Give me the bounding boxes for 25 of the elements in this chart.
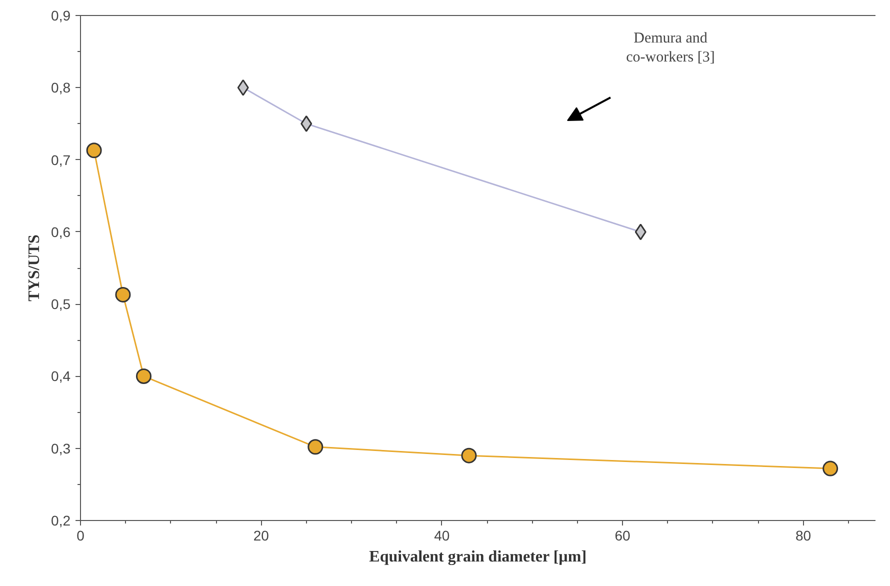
point [136,368,152,384]
point [634,224,646,240]
y-tick-label: 0,9 [51,8,71,24]
point [300,115,312,132]
y-tick-label: 0,2 [51,512,71,528]
y-tick-label: 0,6 [51,224,71,240]
x-tick-label: 60 [614,528,631,544]
y-tick-label: 0,8 [51,80,71,96]
point [86,142,102,158]
y-axis-title: TYS/UTS [26,234,44,302]
y-tick-label: 0,3 [51,440,71,456]
y-tick-label: 0,4 [51,368,71,384]
y-tick-label: 0,5 [51,296,71,312]
x-tick-label: 40 [434,528,450,544]
point [822,460,838,476]
point [237,79,249,96]
x-tick-label: 0 [76,528,85,544]
y-tick-label: 0,7 [51,152,71,168]
annotation: Demura and co-workers [3] [626,30,715,66]
point [308,439,324,455]
x-tick-label: 20 [253,528,270,544]
point [115,286,131,302]
x-axis-title: Equivalent grain diameter [µm] [369,548,587,566]
point [461,448,477,464]
x-tick-label: 80 [795,528,812,544]
